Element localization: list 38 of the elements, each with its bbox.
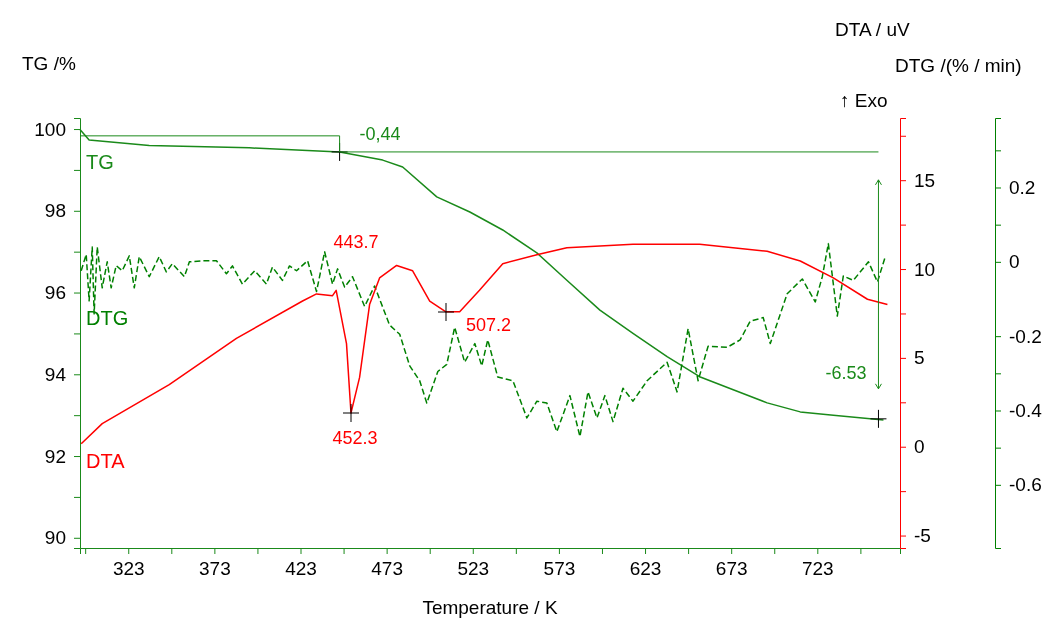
y-tick-label: 92 — [44, 445, 66, 467]
annotation: 452.3 — [332, 428, 378, 448]
y-axis-title: TG /% — [22, 53, 76, 74]
y3-tick-label: 0.2 — [1009, 177, 1036, 199]
y-tick-label: 98 — [44, 200, 66, 222]
y2-tick-label: 10 — [914, 258, 936, 280]
y2-tick-label: -5 — [914, 525, 931, 547]
y2-tick-label: 5 — [914, 347, 925, 369]
y3-tick-label: -0.6 — [1009, 474, 1042, 496]
x-tick-label: 723 — [801, 558, 834, 580]
series-label: DTG — [86, 306, 129, 329]
x-tick-label: 673 — [715, 558, 748, 580]
y-tick-label: 90 — [44, 527, 66, 549]
x-tick-label: 473 — [371, 558, 403, 580]
y3-axis-title: DTG /(% / min) — [895, 55, 1022, 76]
y-tick-label: 96 — [44, 282, 66, 304]
annotation: -0,44 — [359, 123, 401, 144]
y3-tick-label: 0 — [1009, 251, 1020, 273]
x-tick-label: 523 — [457, 558, 490, 580]
y2-axis-title: DTA / uV — [835, 19, 910, 40]
text: ↑ Exo — [840, 90, 888, 111]
y2-tick-label: 15 — [914, 169, 936, 191]
y3-tick-label: -0.2 — [1009, 325, 1042, 347]
y-tick-label: 100 — [34, 118, 66, 140]
annotation: 443.7 — [333, 232, 379, 252]
x-tick-label: 373 — [199, 558, 231, 580]
y-tick-label: 94 — [44, 363, 67, 385]
annotation: -6.53 — [825, 362, 867, 383]
x-tick-label: 323 — [112, 558, 145, 580]
x-tick-label: 623 — [629, 558, 662, 580]
x-tick-label: 573 — [543, 558, 576, 580]
series-label: TG — [86, 151, 114, 174]
series-label: DTA — [86, 449, 126, 472]
x-axis-title: Temperature / K — [422, 597, 558, 618]
x-tick-label: 423 — [285, 558, 317, 580]
annotation: 507.2 — [466, 315, 512, 335]
y3-tick-label: -0.4 — [1009, 400, 1043, 422]
y2-tick-label: 0 — [914, 436, 925, 458]
